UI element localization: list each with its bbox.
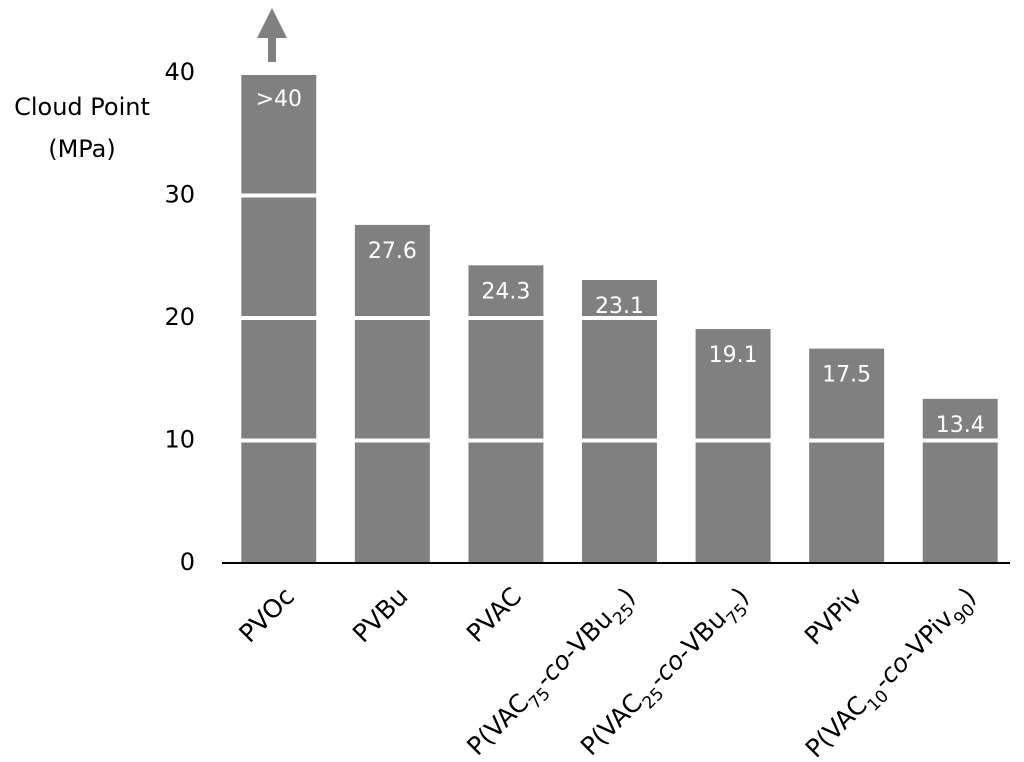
y-tick-label: 30 xyxy=(164,181,195,209)
bar xyxy=(582,280,657,563)
y-axis-label: (MPa) xyxy=(48,135,116,163)
data-label: 19.1 xyxy=(709,343,758,368)
x-tick-label: PVPiv xyxy=(799,582,868,651)
x-tick-label: PVBu xyxy=(347,582,414,649)
y-axis-label: Cloud Point xyxy=(14,93,150,121)
data-label: 13.4 xyxy=(936,413,985,438)
bar xyxy=(695,329,771,563)
data-label: >40 xyxy=(256,87,302,112)
y-tick-label: 20 xyxy=(164,303,195,331)
x-tick-label: PVOc xyxy=(233,582,300,649)
data-label: 17.5 xyxy=(822,363,871,388)
data-label: 24.3 xyxy=(481,279,530,304)
y-tick-label: 0 xyxy=(180,548,195,576)
bar xyxy=(468,265,544,563)
bar xyxy=(354,224,430,563)
bar xyxy=(809,348,885,563)
y-tick-label: 40 xyxy=(164,58,195,86)
data-label: 27.6 xyxy=(368,239,417,264)
x-tick-label: P(VAC25-co-VBu75) xyxy=(575,582,759,758)
data-label: 23.1 xyxy=(595,294,644,319)
overflow-arrow xyxy=(257,8,287,62)
y-tick-label: 10 xyxy=(164,426,195,454)
bar xyxy=(922,398,998,563)
x-tick-label: PVAC xyxy=(461,582,527,648)
